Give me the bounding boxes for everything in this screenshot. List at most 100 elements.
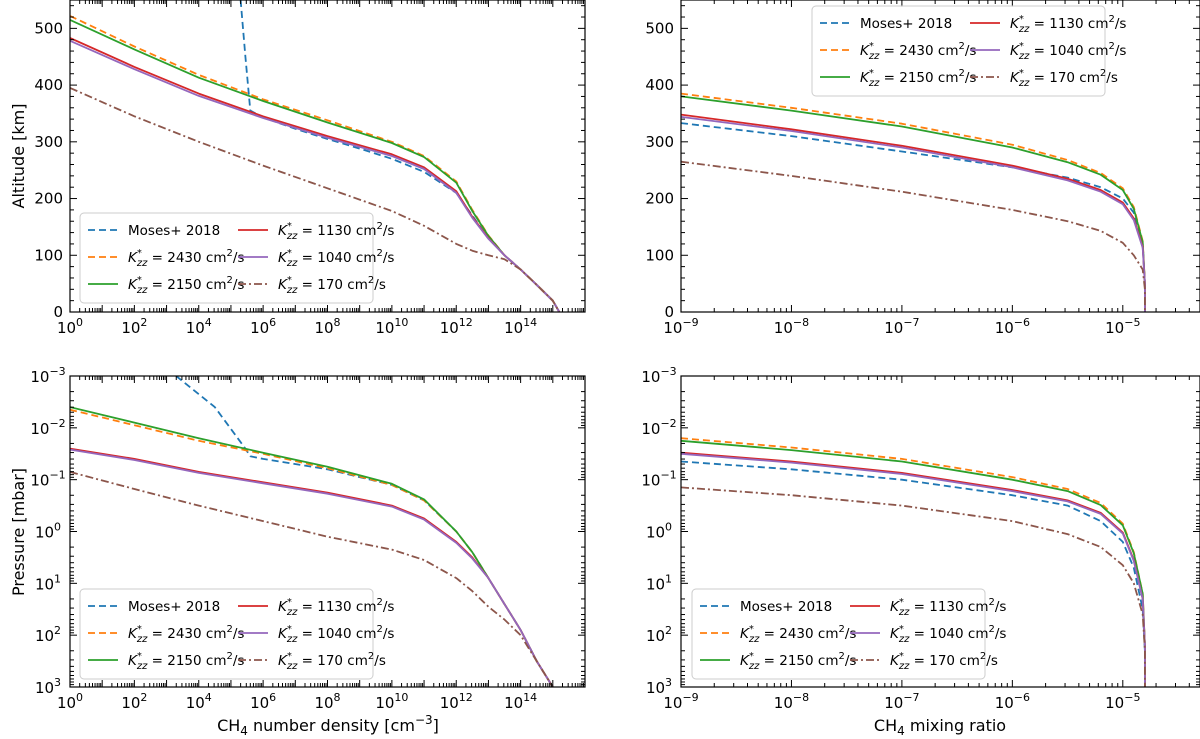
- x-tick-label: 10−7: [884, 316, 919, 337]
- legend-bottom-left: Moses+ 2018 K* zz = 2430 cm2/s K* zz = 2150 …: [79, 588, 394, 680]
- legend-label: K* zz = 1130 cm2/s: [1010, 14, 1126, 35]
- x-tick-label: 10−8: [774, 691, 809, 712]
- x-tick-label: 106: [250, 691, 276, 712]
- legend-label: K* zz = 1130 cm2/s: [890, 597, 1006, 618]
- y-tick-label: 100: [645, 246, 674, 264]
- panel-bottom-right: 10−9 10−8 10−7 10−6 10−5 10−3 10−2 10−1 100 101 10…: [641, 365, 1200, 712]
- x-ticks: [680, 0, 1200, 312]
- x-tick-label: 10−9: [663, 316, 698, 337]
- y-tick-label: 103: [646, 676, 672, 697]
- x-ticks: [680, 376, 1200, 687]
- ylabel-pressure: Pressure [mbar]: [9, 468, 28, 596]
- x-tick-label: 1010: [375, 316, 408, 337]
- x-tick-label: 1012: [440, 316, 473, 337]
- legend-bottom-right: Moses+ 2018 K* zz = 2430 cm2/s K* zz = 2150 …: [691, 588, 1006, 680]
- x-tick-label: 106: [250, 316, 276, 337]
- y-tick-label: 400: [34, 76, 63, 94]
- x-ticks: [69, 376, 586, 687]
- panel-bottom-left: 100 102 104 106 108 1010 1012 1014 10−3 10−2 10−1 1…: [30, 365, 586, 712]
- x-tick-label: 102: [121, 691, 147, 712]
- y-tick-label: 10−3: [30, 365, 65, 386]
- legend-label: K* zz = 2150 cm2/s: [128, 275, 244, 296]
- y-tick-label: 300: [34, 133, 63, 151]
- y-tick-label: 500: [34, 19, 63, 37]
- x-tick-label: 10−6: [995, 316, 1030, 337]
- legend-label: K* zz = 2430 cm2/s: [860, 41, 976, 62]
- legend-label: Moses+ 2018: [128, 599, 220, 615]
- series-group: [681, 437, 1146, 687]
- y-tick-label: 300: [645, 133, 674, 151]
- y-tick-label: 101: [646, 572, 672, 593]
- x-tick-label: 10−9: [663, 691, 698, 712]
- xlabel-mixing-ratio: CH4 mixing ratio: [874, 716, 1006, 738]
- x-tick-label: 104: [186, 316, 212, 337]
- series-line-6: [70, 87, 561, 312]
- series-group: [681, 92, 1146, 312]
- legend-label: Moses+ 2018: [740, 599, 832, 615]
- y-tick-label: 101: [35, 572, 61, 593]
- x-tick-label: 1014: [504, 316, 537, 337]
- y-tick-label: 102: [35, 624, 61, 645]
- y-tick-label: 0: [53, 303, 63, 321]
- axis-titles: Altitude [km] Pressure [mbar] CH4 number…: [9, 104, 1006, 738]
- x-tick-label: 10−6: [995, 691, 1030, 712]
- panel-top-right: 10−9 10−8 10−7 10−6 10−5 0 100 200 300 400 500 Mose…: [645, 0, 1200, 337]
- y-tick-label: 200: [645, 190, 674, 208]
- legend-label: K* zz = 2430 cm2/s: [740, 624, 856, 645]
- legend-frame: [811, 5, 1106, 97]
- y-tick-label: 10−1: [30, 469, 65, 490]
- legend-label: K* zz = 1040 cm2/s: [278, 624, 394, 645]
- x-tick-label: 104: [186, 691, 212, 712]
- y-tick-label: 500: [645, 19, 674, 37]
- series-line-2: [70, 15, 561, 312]
- panel-top-left: 100 102 104 106 108 1010 1012 10140100200300400…: [34, 0, 586, 337]
- y-ticks: [70, 375, 585, 688]
- x-tick-label: 1012: [440, 691, 473, 712]
- x-tick-label: 108: [314, 691, 340, 712]
- series-line-4: [681, 113, 1146, 312]
- series-line-1: [681, 122, 1146, 312]
- legend-label: Moses+ 2018: [128, 223, 220, 239]
- x-tick-label: 10−5: [1105, 316, 1140, 337]
- y-tick-label: 100: [34, 246, 63, 264]
- y-ticks: [70, 5, 585, 313]
- series-group: [70, 376, 554, 687]
- legend-label: Moses+ 2018: [860, 16, 952, 32]
- y-tick-label: 10−1: [641, 469, 676, 490]
- legend-label: K* zz = 2430 cm2/s: [128, 624, 244, 645]
- y-tick-label: 10−2: [30, 417, 65, 438]
- x-tick-label: 1010: [375, 691, 408, 712]
- legend-label: K* zz = 170 cm2/s: [1010, 68, 1118, 89]
- y-tick-label: 103: [35, 676, 61, 697]
- y-ticks: [681, 5, 1200, 313]
- legend-label: K* zz = 170 cm2/s: [278, 275, 386, 296]
- y-tick-label: 200: [34, 190, 63, 208]
- legend-label: K* zz = 170 cm2/s: [278, 651, 386, 672]
- series-line-5: [681, 116, 1146, 312]
- legend-label: K* zz = 1130 cm2/s: [278, 597, 394, 618]
- series-line-6: [681, 486, 1146, 687]
- series-group: [70, 0, 561, 312]
- x-tick-label: 10−5: [1105, 691, 1140, 712]
- y-tick-label: 10−3: [641, 365, 676, 386]
- legend-top-left: Moses+ 2018 K* zz = 2430 cm2/s K* zz = 2150 …: [79, 212, 394, 304]
- legend-label: K* zz = 1040 cm2/s: [890, 624, 1006, 645]
- legend-frame: [691, 588, 986, 680]
- legend-label: K* zz = 1040 cm2/s: [1010, 41, 1126, 62]
- x-tick-label: 108: [314, 316, 340, 337]
- y-tick-label: 400: [645, 76, 674, 94]
- legend-label: K* zz = 170 cm2/s: [890, 651, 998, 672]
- ylabel-altitude: Altitude [km]: [9, 104, 28, 209]
- xlabel-number-density: CH4 number density [cm−3]: [217, 713, 439, 738]
- y-tick-label: 0: [664, 303, 674, 321]
- plot-frame: [680, 0, 1200, 313]
- legend-top-right: Moses+ 2018 K* zz = 2430 cm2/s K* zz = 2150 …: [811, 5, 1126, 97]
- series-line-6: [681, 160, 1146, 312]
- legend-label: K* zz = 1040 cm2/s: [278, 248, 394, 269]
- x-tick-label: 100: [57, 316, 83, 337]
- series-line-6: [70, 471, 554, 687]
- series-line-5: [70, 448, 554, 687]
- legend-frame: [79, 212, 374, 304]
- y-ticks: [681, 375, 1200, 688]
